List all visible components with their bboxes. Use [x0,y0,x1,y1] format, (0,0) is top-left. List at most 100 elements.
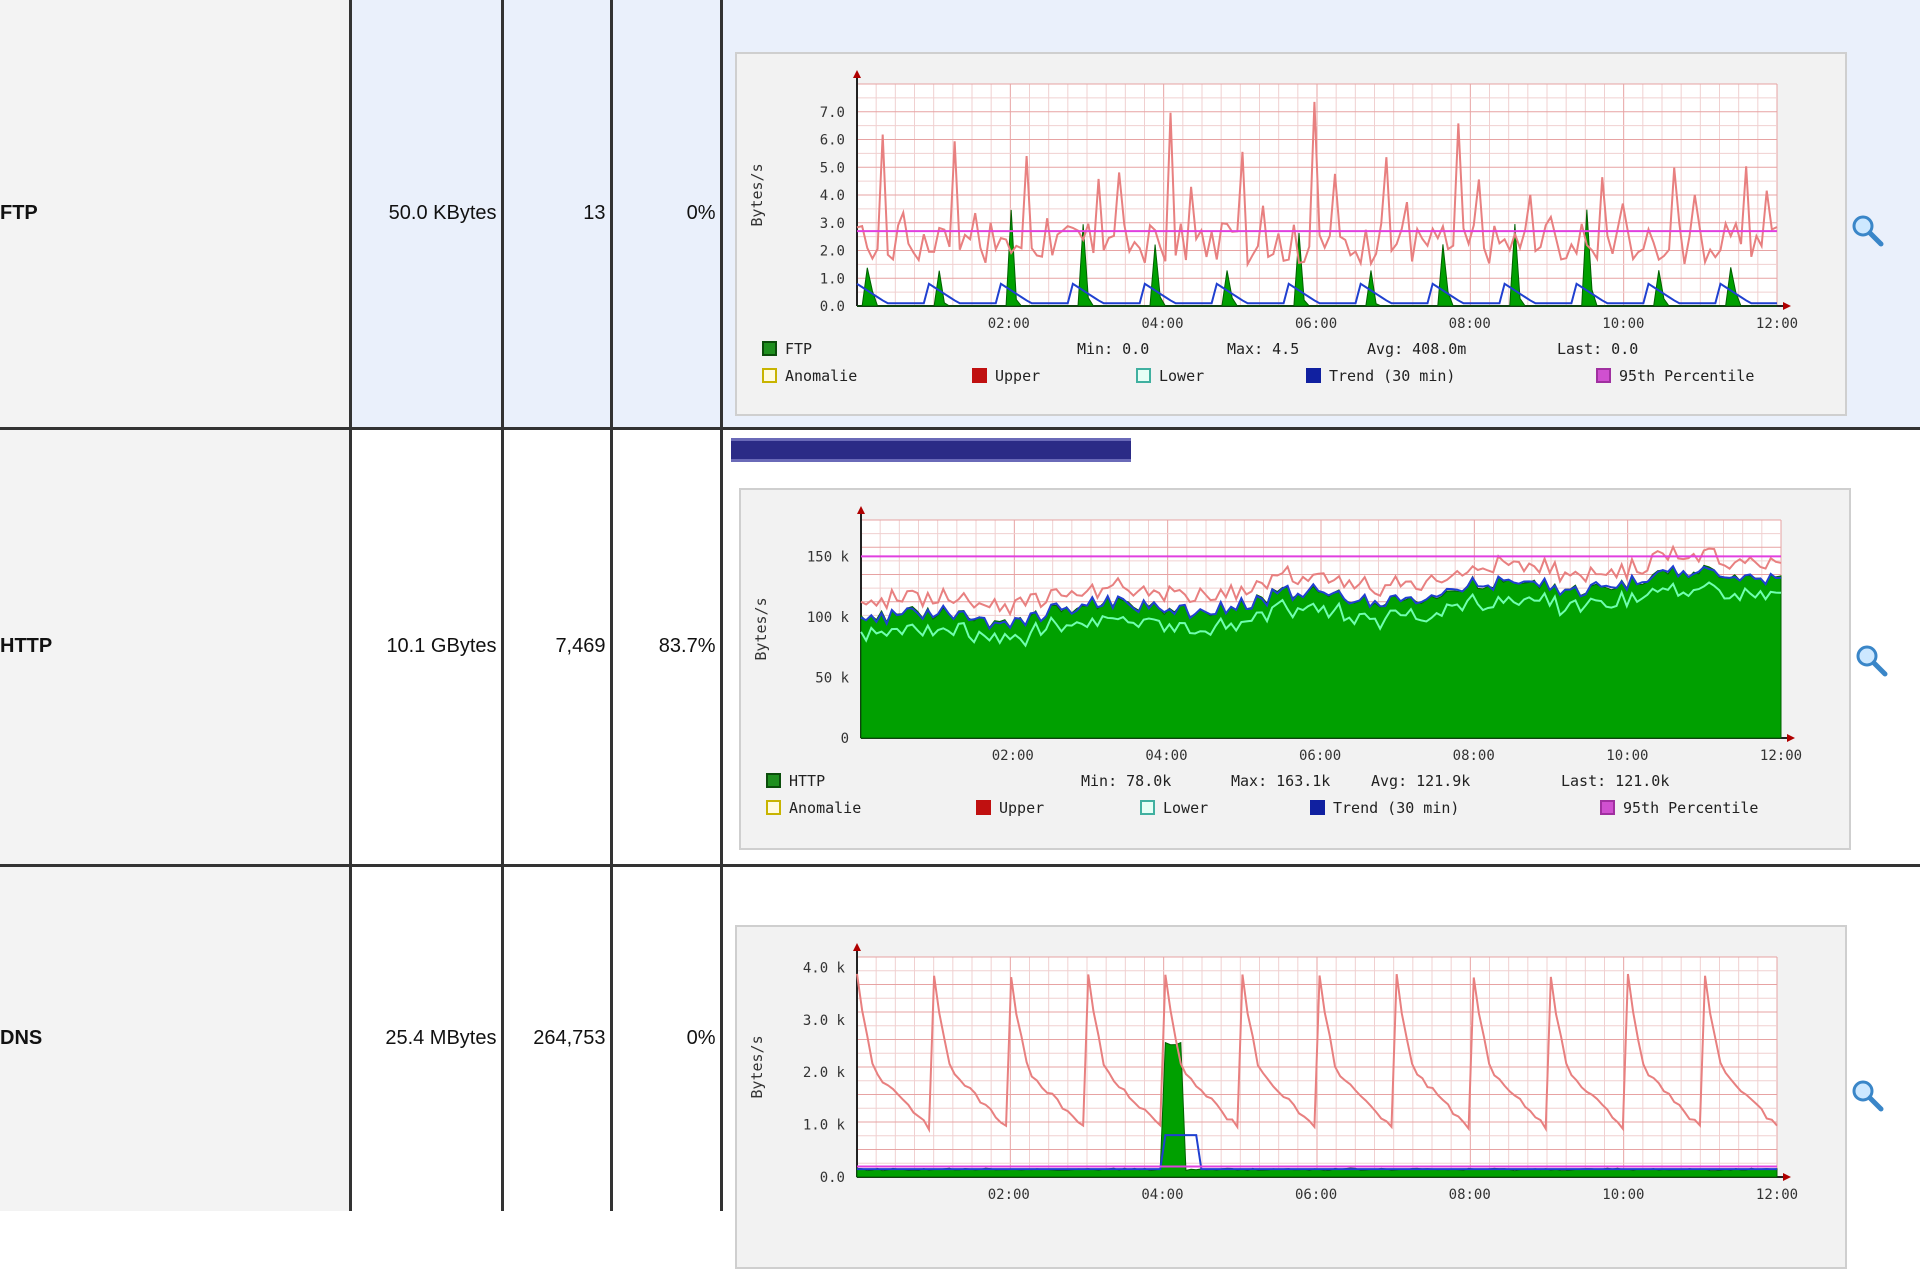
stat-min: Min: 0.0 [1077,340,1149,358]
legend-swatch [765,772,781,788]
stat-max: Max: 4.5 [1227,340,1299,358]
axis-arrow [1782,1172,1791,1181]
x-tick-label: 08:00 [1452,748,1494,764]
x-tick-label: 06:00 [1295,1187,1337,1203]
traffic-graph-dns: 4.0 k 3.0 k 2.0 k 1.0 k 0.0 Bytes/s 02:00 04:00… [734,924,1847,1269]
legend-upper: Upper [995,367,1040,385]
axis-arrow [852,70,861,78]
protocol-name: DNS [0,865,352,1211]
x-tick-label: 06:00 [1295,316,1337,332]
bytes-cell: 10.1 GBytes [350,428,504,867]
x-tick-label: 02:00 [987,1187,1029,1203]
x-tick-label: 06:00 [1299,748,1341,764]
legend-swatch [975,799,991,815]
legend-swatch [1135,368,1151,383]
legend-percentile: 95th Percentile [1623,799,1758,817]
axis-arrow [1782,302,1791,310]
percent-value: 83.7% [658,635,716,657]
table-row: FTP 50.0 KBytes 13 0% 7.0 6.0 5.0 4.0 3.0 2.0… [0,0,1920,430]
bytes-value: 50.0 KBytes [388,201,497,224]
x-tick-label: 08:00 [1448,316,1490,332]
y-tick-label: 0.0 [819,299,844,315]
y-tick-label: 5.0 [819,160,844,176]
y-tick-label: 1.0 k [802,1117,845,1133]
legend-upper: Upper [999,799,1044,817]
legend-lower: Lower [1163,799,1208,817]
traffic-graph-http: 150 k 100 k 50 k 0 Bytes/s 02:00 04:00 06:00 08:… [738,487,1851,850]
packets-cell: 7,469 [502,428,613,867]
stat-avg: Avg: 121.9k [1371,772,1470,790]
bytes-cell: 25.4 MBytes [350,865,504,1211]
x-tick-label: 02:00 [987,316,1029,332]
packets-cell: 13 [502,0,613,430]
y-tick-label: 2.0 k [802,1065,845,1081]
y-axis-label: Bytes/s [748,163,766,226]
zoom-icon[interactable] [1849,1077,1885,1113]
protocol-name: FTP [0,0,352,430]
y-tick-label: 7.0 [819,105,844,121]
protocol-label: HTTP [0,635,53,657]
y-tick-label: 0 [840,731,848,747]
legend-swatch [1139,799,1155,815]
graph-cell: 7.0 6.0 5.0 4.0 3.0 2.0 1.0 0.0 Bytes/s 02:00 04:0… [721,0,1920,430]
trend-line [855,282,1777,305]
percent-cell: 83.7% [611,428,723,867]
y-tick-label: 0.0 [819,1170,844,1186]
y-tick-label: 1.0 [819,271,844,287]
y-tick-label: 150 k [806,549,849,565]
graph-svg: 150 k 100 k 50 k 0 Bytes/s 02:00 04:00 06:00 08:… [752,505,1802,817]
x-tick-label: 04:00 [1141,316,1183,332]
y-tick-label: 4.0 [819,188,844,204]
percent-value: 0% [686,201,716,224]
y-tick-label: 100 k [806,609,849,625]
zoom-icon[interactable] [1853,642,1889,678]
axis-arrow [856,505,865,514]
graph-svg: 4.0 k 3.0 k 2.0 k 1.0 k 0.0 Bytes/s 02:00 04:00… [748,942,1798,1203]
graph-svg: 7.0 6.0 5.0 4.0 3.0 2.0 1.0 0.0 Bytes/s 02:00 04:0… [748,70,1798,385]
packets-value: 7,469 [555,635,606,657]
y-tick-label: 4.0 k [802,960,845,976]
protocol-label: FTP [0,201,38,224]
axis-arrow [852,942,861,951]
y-tick-label: 50 k [815,670,849,686]
bytes-value: 25.4 MBytes [385,1027,497,1050]
bytes-cell: 50.0 KBytes [350,0,504,430]
legend-percentile: 95th Percentile [1619,367,1754,385]
y-tick-label: 3.0 k [802,1012,845,1028]
protocol-name: HTTP [0,428,352,867]
x-tick-label: 04:00 [1145,748,1187,764]
x-tick-label: 02:00 [991,748,1033,764]
upper-line [860,543,1781,616]
stat-last: Last: 121.0k [1561,772,1669,790]
bytes-value: 10.1 GBytes [386,635,497,657]
packets-cell: 264,753 [502,865,613,1211]
protocol-label: DNS [0,1027,43,1050]
legend-swatch [765,799,781,815]
usage-bar [730,437,1131,462]
legend-trend: Trend (30 min) [1329,367,1455,385]
legend-swatch [1595,368,1611,383]
zoom-icon[interactable] [1849,212,1885,248]
graph-cell: 4.0 k 3.0 k 2.0 k 1.0 k 0.0 Bytes/s 02:00 04:00… [721,865,1920,1269]
lower-line [859,580,1781,647]
legend-swatch [1599,799,1615,815]
y-axis-label: Bytes/s [748,1035,766,1098]
series-area [856,209,1777,307]
legend-swatch [761,368,777,383]
percent-cell: 0% [611,0,723,430]
legend-swatch [971,368,987,383]
table-row: HTTP 10.1 GBytes 7,469 83.7% 150 k 100 k 5… [0,428,1920,867]
legend-swatch [761,341,777,356]
y-tick-label: 3.0 [819,216,844,232]
trend-line [856,1133,1777,1170]
x-tick-label: 12:00 [1755,316,1797,332]
table-row: DNS 25.4 MBytes 264,753 0% 4.0 k 3.0 k 2.0… [0,865,1920,1269]
upper-line [856,101,1777,268]
y-tick-label: 6.0 [819,133,844,149]
legend-lower: Lower [1159,367,1204,385]
stat-min: Min: 78.0k [1081,772,1171,790]
x-tick-label: 04:00 [1141,1187,1183,1203]
legend-anomalie: Anomalie [785,367,857,385]
traffic-graph-ftp: 7.0 6.0 5.0 4.0 3.0 2.0 1.0 0.0 Bytes/s 02:00 04:0… [734,52,1847,416]
